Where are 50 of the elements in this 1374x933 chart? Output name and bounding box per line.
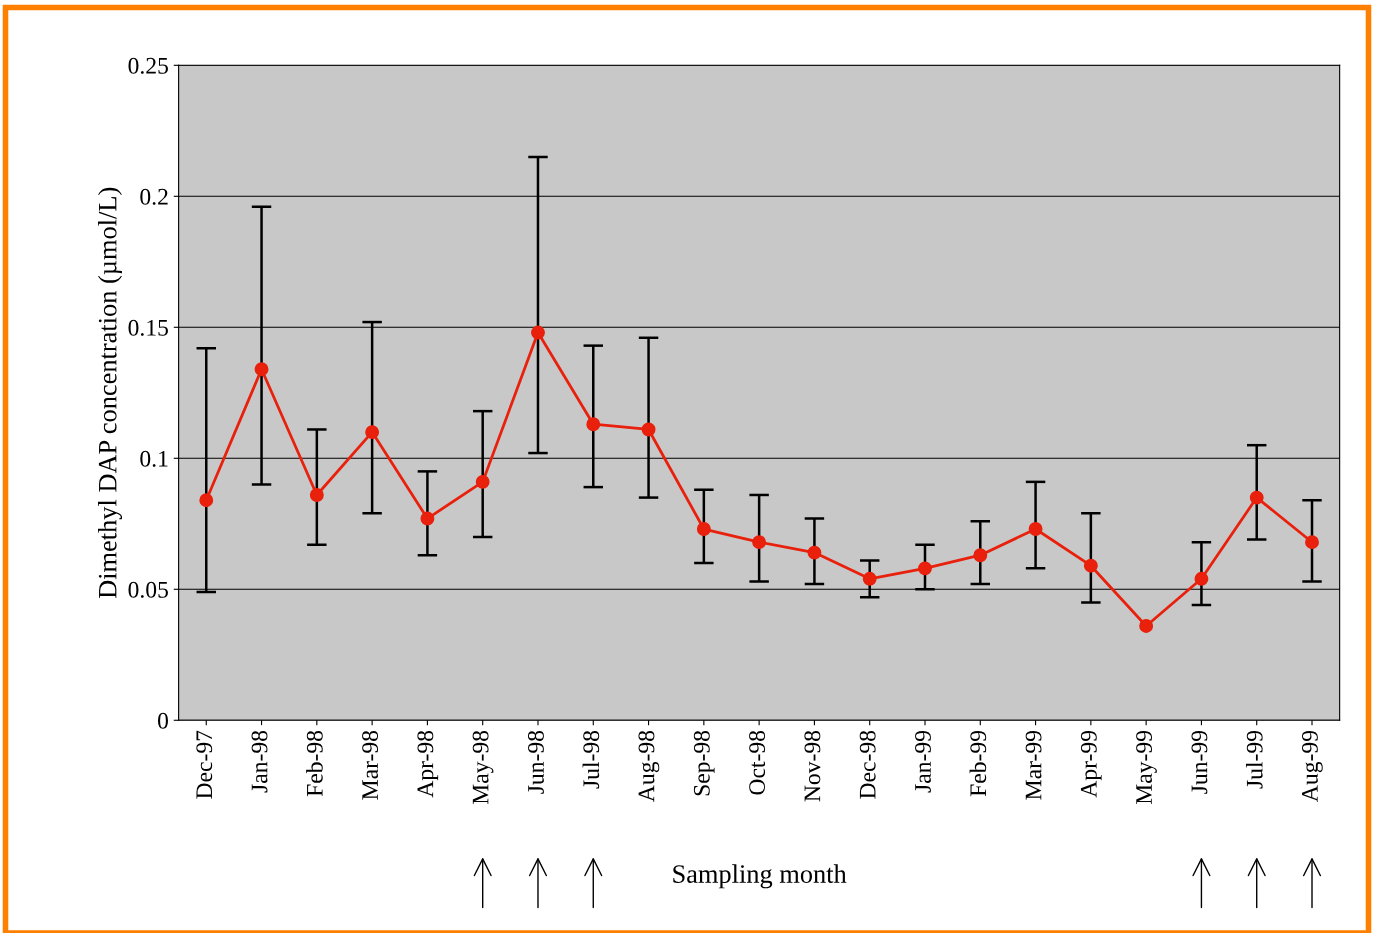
x-tick-label: Oct-98 [749,730,766,795]
x-tick-label: Apr-98 [417,730,439,798]
point [1083,558,1098,573]
point [199,493,214,508]
x-tick-label: Dec-98 [859,730,876,799]
point [807,545,822,560]
point [254,362,269,377]
x-tick-label: Jun-99 [1191,730,1208,794]
x-tick-label: Apr-99 [1080,730,1102,798]
x-tick-label: May-99 [1136,730,1157,805]
x-tick-label: Jul-99 [1246,730,1263,789]
y-tick-label: 0.2 [140,188,168,205]
x-tick-label: Feb-98 [306,730,323,797]
x-tick-label: Jan-99 [915,730,931,793]
point [973,548,988,563]
x-tick-label: Aug-99 [1301,730,1323,802]
point [420,511,435,526]
x-tick-label: Jul-98 [582,730,600,789]
x-axis-title: Sampling month [673,864,847,889]
point [918,561,932,576]
y-tick-label: 0.05 [128,581,168,598]
x-tick-label: Mar-98 [362,730,379,800]
point [1194,571,1209,586]
y-tick-label: 0.15 [128,319,168,336]
point [586,417,601,432]
point [309,488,324,502]
y-tick-label: 0.1 [140,450,168,467]
point [641,422,656,437]
point [1028,522,1043,536]
x-tick-label: Mar-99 [1025,730,1042,800]
x-tick-label: Feb-99 [969,730,987,797]
point [531,325,545,340]
x-tick-label: Jan-98 [251,730,268,793]
y-tick-label: 0 [157,712,168,729]
x-tick-label: Dec-97 [196,730,213,799]
point [365,425,380,440]
point [1305,535,1319,550]
x-tick-label: Sep-98 [693,730,715,796]
x-tick-label: Nov-98 [804,730,821,802]
x-tick-label: Jun-98 [527,730,544,794]
x-tick-label: May-98 [472,730,494,805]
point [1249,490,1264,505]
point [862,571,877,586]
x-tick-label: Aug-98 [638,730,660,802]
point [696,522,711,536]
point [475,474,490,489]
y-tick-label: 0.25 [128,57,168,74]
point [1139,619,1154,633]
y-axis-title: Dimethyl DAP concentration (µmol/L) [98,187,123,599]
point [752,535,767,550]
